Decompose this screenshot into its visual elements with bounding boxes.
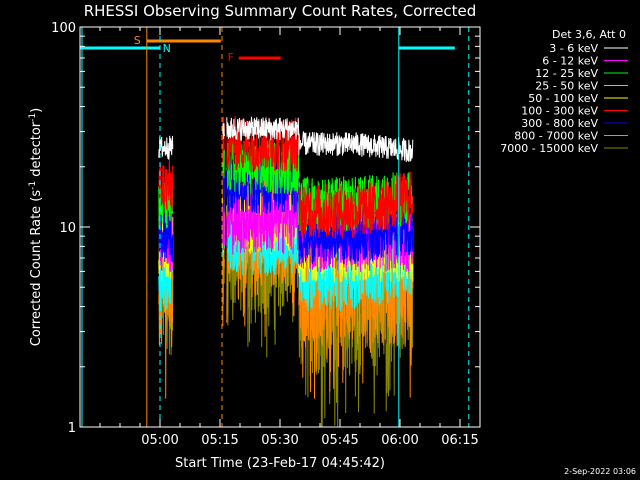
series-trace (158, 135, 174, 160)
saa-flag-label: S (134, 34, 141, 47)
y-tick-label: 1 (68, 421, 76, 436)
legend-header: Det 3,6, Att 0 (552, 28, 626, 41)
x-tick-label: 05:00 (141, 433, 178, 448)
x-tick-label: 05:45 (321, 433, 358, 448)
series-trace (222, 123, 225, 140)
x-tick-label: 05:30 (261, 433, 298, 448)
y-axis-label-main: Corrected Count Rate (s (29, 190, 44, 347)
night-flag-label: N (163, 42, 171, 55)
footer-date: 2-Sep-2022 03:06 (564, 467, 636, 476)
series-trace (354, 132, 414, 163)
legend-label: 50 - 100 keV (528, 92, 598, 105)
flare-flag-label: F (228, 51, 234, 64)
x-tick-label: 05:15 (201, 433, 238, 448)
series-trace (298, 130, 356, 157)
legend-label: 300 - 800 keV (521, 117, 598, 130)
series-trace (226, 116, 300, 141)
legend-label: 3 - 6 keV (549, 42, 598, 55)
series-trace (354, 171, 414, 235)
legend-label: 7000 - 15000 keV (500, 142, 598, 155)
y-tick-label: 100 (51, 21, 76, 36)
y-axis-label-sup2: -1 (28, 113, 38, 122)
y-axis-label: Corrected Count Rate (s-1 detector-1) (28, 108, 44, 346)
legend-label: 800 - 7000 keV (514, 130, 598, 143)
chart-title: RHESSI Observing Summary Count Rates, Co… (84, 2, 477, 20)
y-axis-ticks: 1 10 100 (51, 21, 480, 436)
x-tick-label: 06:15 (441, 433, 478, 448)
series-trace (298, 183, 355, 240)
legend-label: 25 - 50 keV (535, 80, 598, 93)
series-trace (222, 116, 225, 163)
legend-label: 12 - 25 keV (535, 67, 598, 80)
y-axis-label-sup1: -1 (28, 181, 38, 190)
plot-area (158, 115, 414, 427)
y-axis-label-end: ) (29, 108, 44, 113)
legend-label: 6 - 12 keV (542, 55, 598, 68)
y-tick-label: 10 (59, 221, 76, 236)
x-axis-ticks: 05:00 05:15 05:30 05:45 06:00 06:15 (99, 27, 479, 448)
y-axis-label-mid: detector (29, 121, 44, 181)
x-tick-label: 06:00 (381, 433, 418, 448)
series-trace (158, 158, 174, 211)
x-axis-label: Start Time (23-Feb-17 04:45:42) (175, 456, 385, 471)
legend-label: 100 - 300 keV (521, 105, 598, 118)
